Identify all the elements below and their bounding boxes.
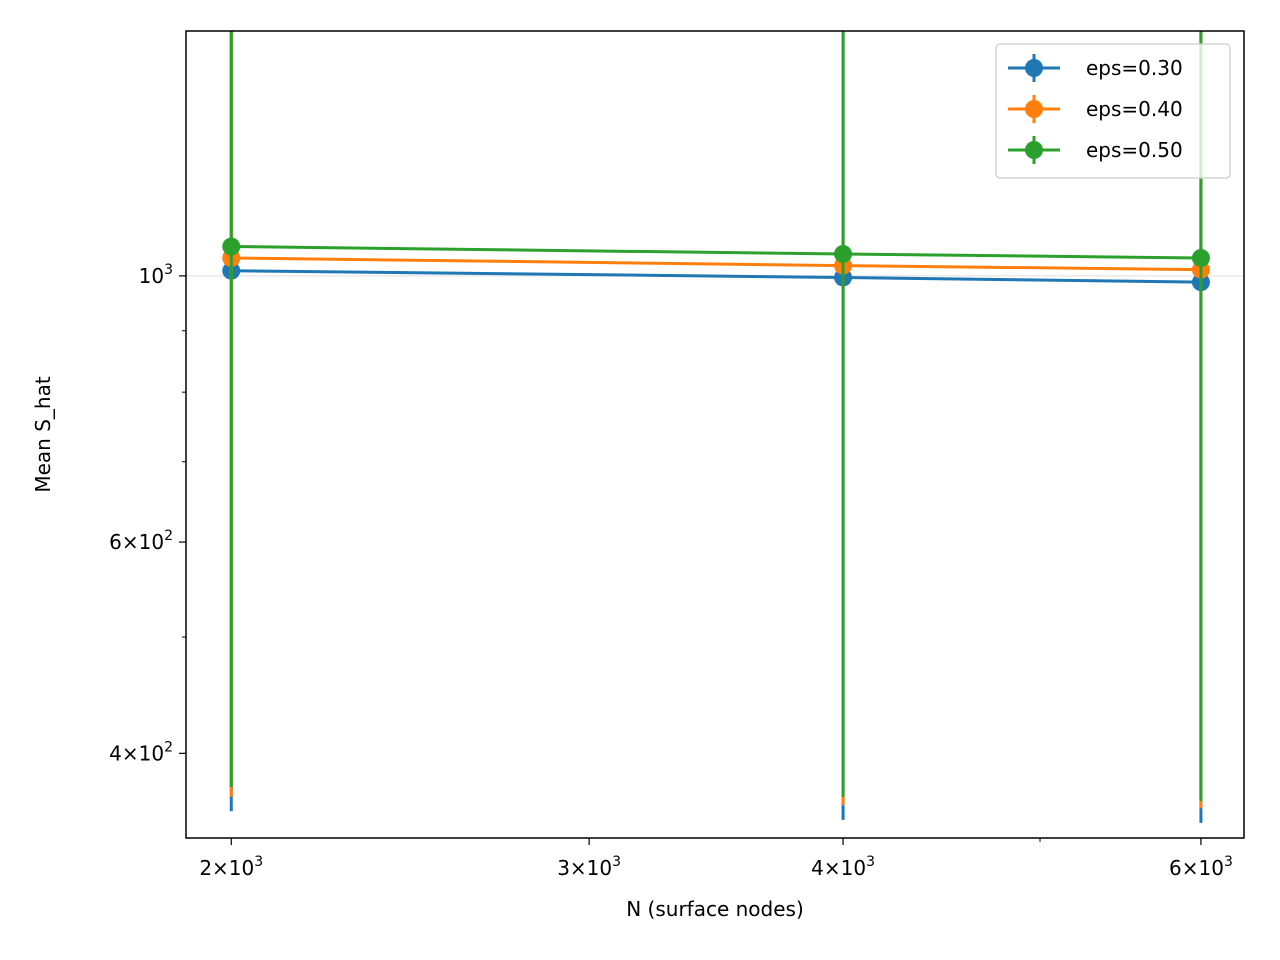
series-line xyxy=(231,256,1201,272)
data-point xyxy=(834,244,853,263)
legend-label: eps=0.50 xyxy=(1086,138,1183,162)
legend-marker xyxy=(1025,141,1043,159)
series-line xyxy=(231,245,1201,260)
legend-item: eps=0.40 xyxy=(1008,95,1183,123)
x-tick-label: 4×103 xyxy=(811,854,875,880)
x-axis-label: N (surface nodes) xyxy=(626,897,804,921)
data-point xyxy=(1191,248,1210,267)
y-tick-label: 103 xyxy=(139,262,173,288)
legend: eps=0.30 eps=0.40 eps=0.50 xyxy=(995,43,1231,179)
x-tick-label: 2×103 xyxy=(199,854,263,880)
legend-box xyxy=(995,43,1231,179)
legend-item: eps=0.30 xyxy=(1008,54,1183,82)
legend-marker xyxy=(1025,59,1043,77)
y-tick-label: 4×102 xyxy=(109,739,173,765)
x-tick-label: 6×103 xyxy=(1169,854,1233,880)
axes-frame xyxy=(185,30,1245,839)
y-tick-label: 6×102 xyxy=(109,528,173,554)
x-tick-label: 3×103 xyxy=(557,854,621,880)
legend-label: eps=0.30 xyxy=(1086,56,1183,80)
data-point xyxy=(222,237,241,256)
ticks: 2×103 3×103 4×103 6×103 4×102 6×102 103 xyxy=(109,262,1233,880)
legend-item: eps=0.50 xyxy=(1008,136,1183,164)
legend-label: eps=0.40 xyxy=(1086,97,1183,121)
y-axis-label: Mean S_hat xyxy=(31,376,55,492)
legend-marker xyxy=(1025,100,1043,118)
